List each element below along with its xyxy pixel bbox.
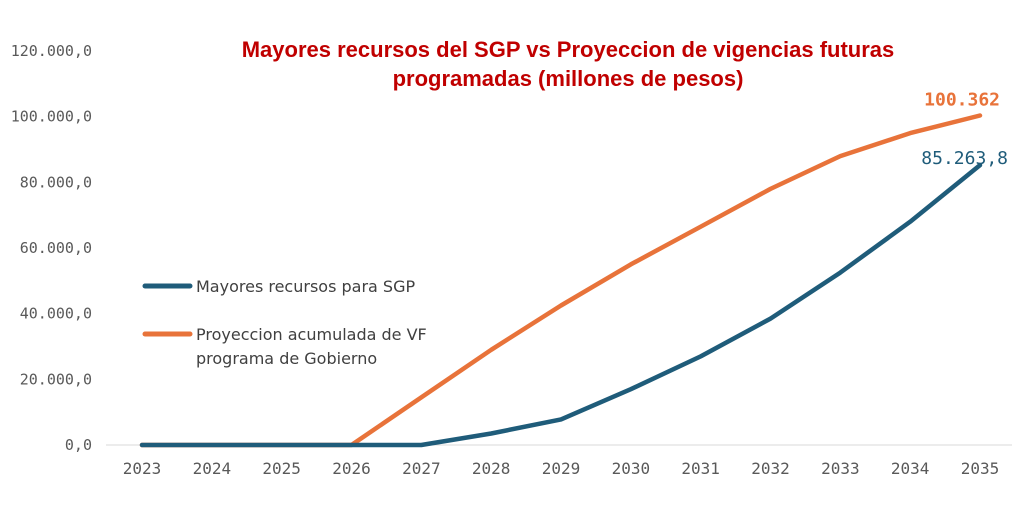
x-tick-label: 2024 — [193, 459, 232, 478]
x-tick-label: 2034 — [891, 459, 930, 478]
y-tick-label: 120.000,0 — [11, 42, 92, 60]
legend: Mayores recursos para SGP Proyeccion acu… — [142, 277, 427, 368]
legend-label-sgp: Mayores recursos para SGP — [196, 277, 415, 296]
chart-title-line-1: Mayores recursos del SGP vs Proyeccion d… — [242, 37, 895, 62]
end-label-sgp: 85.263,8 — [921, 148, 1008, 169]
x-tick-label: 2035 — [961, 459, 1000, 478]
x-tick-label: 2033 — [821, 459, 860, 478]
chart-title-line-2: programadas (millones de pesos) — [393, 66, 744, 91]
end-labels: 100.362 85.263,8 — [921, 89, 1008, 169]
y-tick-label: 100.000,0 — [11, 108, 92, 126]
y-tick-label: 0,0 — [65, 436, 92, 454]
y-tick-label: 80.000,0 — [20, 173, 92, 191]
x-tick-label: 2025 — [262, 459, 301, 478]
y-tick-label: 60.000,0 — [20, 239, 92, 257]
x-tick-label: 2028 — [472, 459, 511, 478]
series-line-sgp — [139, 162, 983, 448]
x-tick-label: 2026 — [332, 459, 371, 478]
x-tick-label: 2027 — [402, 459, 441, 478]
legend-label-vf-line-2: programa de Gobierno — [196, 349, 377, 368]
series-lines — [139, 113, 983, 448]
end-label-vf: 100.362 — [924, 89, 1000, 110]
y-tick-label: 20.000,0 — [20, 370, 92, 388]
y-axis-ticks: 0,0 20.000,0 40.000,0 60.000,0 80.000,0 100.0… — [11, 42, 92, 454]
y-tick-label: 40.000,0 — [20, 305, 92, 323]
x-tick-label: 2030 — [612, 459, 651, 478]
x-tick-label: 2023 — [123, 459, 162, 478]
x-tick-label: 2031 — [681, 459, 720, 478]
x-tick-label: 2029 — [542, 459, 581, 478]
x-axis-ticks: 2023 2024 2025 2026 2027 2028 2029 2030 2031 2032… — [123, 459, 1000, 478]
x-tick-label: 2032 — [751, 459, 790, 478]
legend-label-vf-line-1: Proyeccion acumulada de VF — [196, 325, 427, 344]
